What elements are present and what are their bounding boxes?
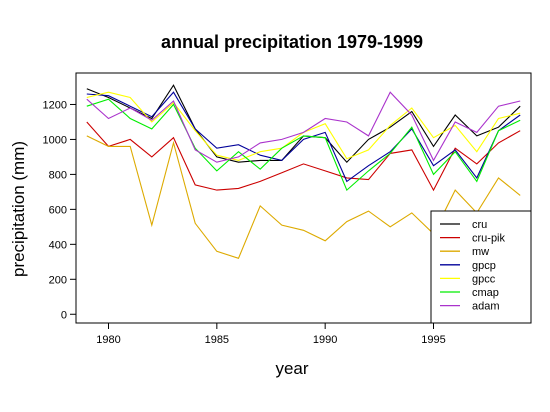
series-adam (86, 91, 521, 163)
plot-frame (75, 72, 532, 324)
legend-label-gpcc: gpcc (472, 273, 496, 285)
x-axis-title: year (275, 359, 308, 378)
y-axis-title: precipitation (mm) (9, 141, 28, 277)
y-tick-label-0: 0 (61, 309, 67, 321)
series-line-gpcp (86, 91, 521, 183)
y-tick-label-1000: 1000 (43, 134, 67, 146)
series-gpcp (86, 91, 521, 183)
series-line-cmap (86, 98, 521, 192)
series-lines (86, 84, 521, 259)
series-cru-pik (86, 121, 521, 192)
x-tick-label-1990: 1990 (313, 334, 337, 346)
legend-box (430, 210, 532, 324)
x-tick-label-1985: 1985 (205, 334, 229, 346)
x-tick-label-1995: 1995 (421, 334, 445, 346)
legend-label-mw: mw (472, 246, 489, 258)
y-tick-label-800: 800 (49, 169, 67, 181)
legend-label-cru-pik: cru-pik (472, 233, 506, 245)
legend-label-cru: cru (472, 219, 487, 231)
y-tick-label-600: 600 (49, 204, 67, 216)
legend-label-gpcp: gpcp (472, 260, 496, 272)
legend-label-cmap: cmap (472, 287, 499, 299)
legend-label-adam: adam (472, 301, 500, 313)
series-cmap (86, 98, 521, 192)
y-tick-label-1200: 1200 (43, 99, 67, 111)
y-tick-label-200: 200 (49, 274, 67, 286)
x-tick-label-1980: 1980 (96, 334, 120, 346)
axes: 1980 1985 1990 1995 0 200 400 600 800 1000 1200 (43, 72, 532, 346)
y-tick-label-400: 400 (49, 239, 67, 251)
chart-title: annual precipitation 1979-1999 (161, 32, 423, 52)
